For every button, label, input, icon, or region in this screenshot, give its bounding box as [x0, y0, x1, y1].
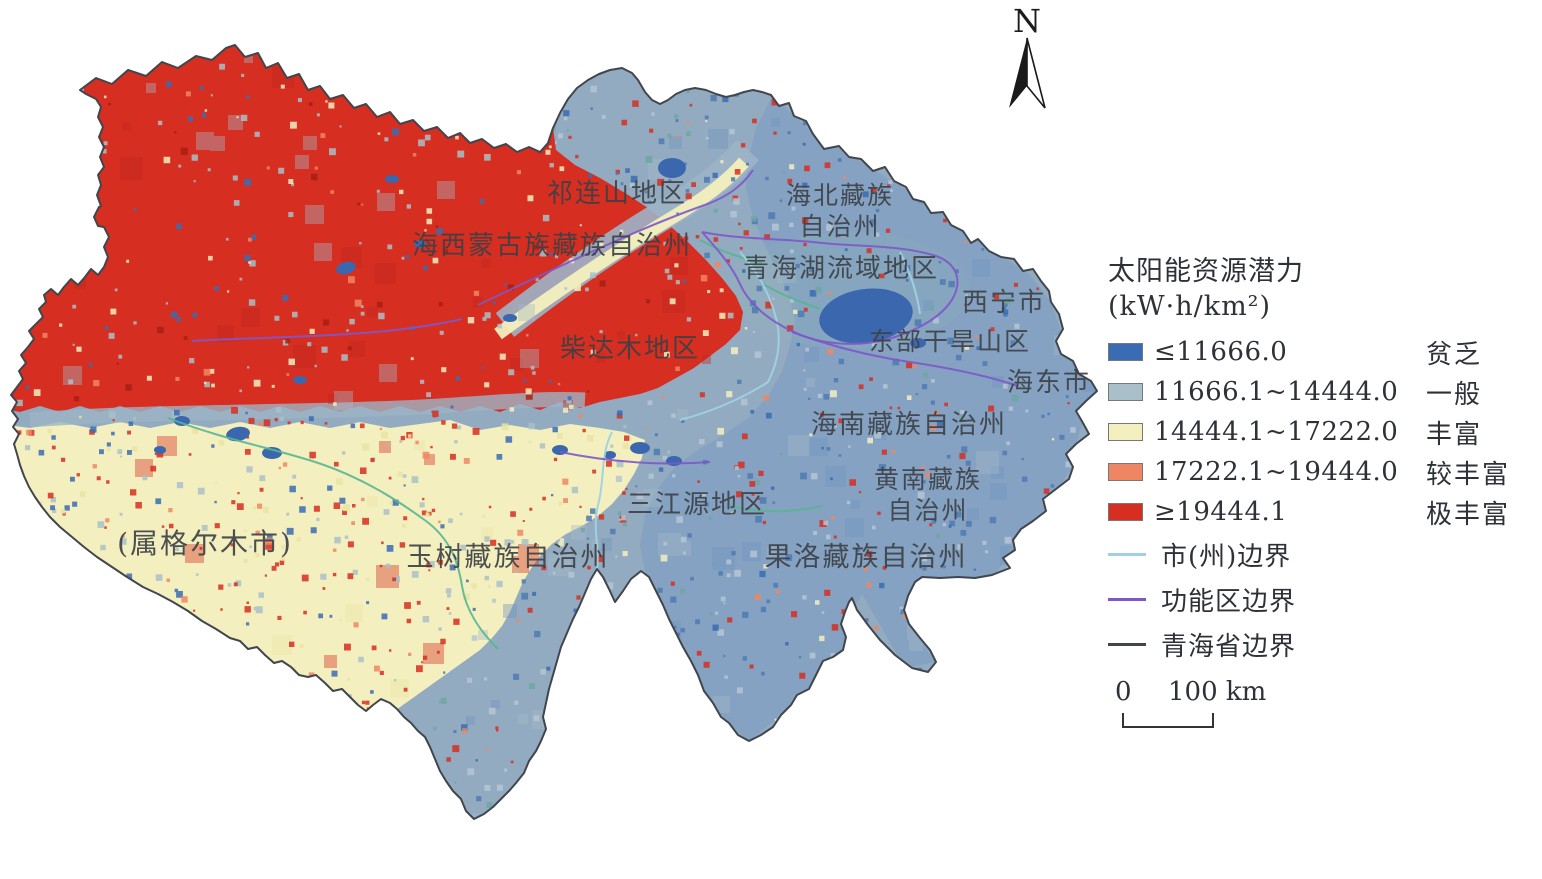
legend-range: 17222.1~19444.0	[1154, 457, 1399, 487]
scale-end-label: 100 km	[1168, 677, 1267, 707]
north-arrow-left-blade	[1009, 38, 1027, 108]
legend-boundary-rows: 市(州)边界 功能区边界 青海省边界	[1108, 532, 1542, 667]
scale-start-label: 0	[1115, 677, 1132, 707]
function-zone-boundary-line-icon	[1108, 598, 1146, 601]
legend-class-rows: ≤11666.0 贫乏 11666.1~14444.0 一般 14444.1~1…	[1108, 332, 1542, 532]
lake	[503, 314, 517, 322]
legend: 太阳能资源潜力 (kW·h/km²) ≤11666.0 贫乏 11666.1~1…	[1108, 254, 1542, 729]
function-zone-boundary	[701, 231, 959, 345]
map-label-hainan: 海南藏族自治州	[811, 410, 1007, 440]
legend-title: 太阳能资源潜力	[1108, 256, 1304, 287]
function-zone-boundary	[559, 451, 711, 465]
legend-class-row: 17222.1~19444.0 较丰富	[1108, 452, 1542, 492]
legend-swatch-richer	[1108, 463, 1143, 481]
lake	[658, 158, 686, 178]
scale-bar	[1122, 713, 1214, 728]
lake	[819, 288, 913, 344]
north-arrow-right-blade	[1026, 37, 1046, 109]
city-boundary-line-icon	[1108, 553, 1146, 556]
function-zone-boundary	[191, 318, 463, 342]
city-boundary	[739, 251, 780, 383]
map-label-qinghaihu-liuyu: 青海湖流域地区	[743, 254, 939, 284]
legend-class-row: ≥19444.1 极丰富	[1108, 492, 1542, 532]
legend-range: 11666.1~14444.0	[1154, 377, 1399, 407]
river-line	[167, 417, 499, 650]
north-arrow-label: N	[1013, 2, 1041, 40]
legend-swatch-richest	[1108, 503, 1143, 521]
scale-bar-block: 0 100 km	[1108, 677, 1542, 729]
river-line	[729, 505, 823, 513]
legend-class-row: 14444.1~17222.0 丰富	[1108, 412, 1542, 452]
legend-boundary-label: 功能区边界	[1161, 587, 1297, 617]
legend-boundary-label: 市(州)边界	[1161, 542, 1292, 572]
map-label-qilianshan: 祁连山地区	[547, 179, 687, 209]
map-label-sanjiangyuan: 三江源地区	[627, 490, 767, 520]
function-zone-boundary	[791, 331, 1019, 387]
lake	[226, 426, 250, 442]
lake	[630, 442, 650, 454]
province-boundary-line-icon	[1108, 643, 1146, 646]
legend-swatch-poor	[1108, 343, 1143, 361]
map-label-haidong: 海东市	[1007, 368, 1091, 398]
city-boundary	[594, 431, 613, 570]
city-boundary	[679, 381, 769, 421]
map-label-guoluo: 果洛藏族自治州	[765, 542, 968, 573]
lake	[336, 261, 356, 275]
map-label-yushu: 玉树藏族自治州	[407, 542, 610, 573]
legend-category: 极丰富	[1426, 499, 1511, 530]
map-label-dongbu-ganhan: 东部干旱山区	[869, 327, 1031, 356]
legend-boundary-row: 市(州)边界	[1108, 532, 1542, 577]
legend-class-row: ≤11666.0 贫乏	[1108, 332, 1542, 372]
legend-category: 一般	[1426, 379, 1483, 410]
river-line	[699, 239, 763, 264]
map-label-haixi: 海西蒙古族藏族自治州	[412, 231, 692, 261]
lake	[604, 451, 616, 459]
legend-boundary-row: 青海省边界	[1108, 622, 1542, 667]
province-border	[10, 44, 1098, 820]
map-label-geermu: (属格尔木市)	[117, 527, 293, 560]
legend-category: 较丰富	[1426, 459, 1511, 490]
lake	[910, 338, 926, 348]
legend-category: 丰富	[1426, 419, 1483, 450]
map-label-haibei: 海北藏族自治州	[786, 181, 894, 241]
legend-range: ≤11666.0	[1154, 337, 1288, 367]
lake	[385, 175, 399, 183]
map-label-huangnan: 黄南藏族自治州	[874, 465, 982, 525]
legend-swatch-normal	[1108, 383, 1143, 401]
legend-boundary-label: 青海省边界	[1161, 632, 1297, 662]
lake	[414, 240, 426, 248]
legend-boundary-row: 功能区边界	[1108, 577, 1542, 622]
map-label-xining: 西宁市	[962, 288, 1046, 318]
river-line	[759, 281, 821, 310]
legend-class-row: 11666.1~14444.0 一般	[1108, 372, 1542, 412]
legend-category: 贫乏	[1426, 339, 1483, 370]
north-arrow: N	[1009, 2, 1046, 109]
city-boundary	[899, 251, 921, 315]
legend-range: 14444.1~17222.0	[1154, 417, 1399, 447]
function-zone-boundary	[477, 169, 754, 306]
legend-swatch-rich	[1108, 423, 1143, 441]
map-label-chaidamu: 柴达木地区	[560, 334, 700, 364]
legend-unit: (kW·h/km²)	[1108, 291, 1272, 322]
lake	[293, 376, 307, 384]
lake	[154, 446, 166, 454]
legend-range: ≥19444.1	[1154, 497, 1288, 527]
